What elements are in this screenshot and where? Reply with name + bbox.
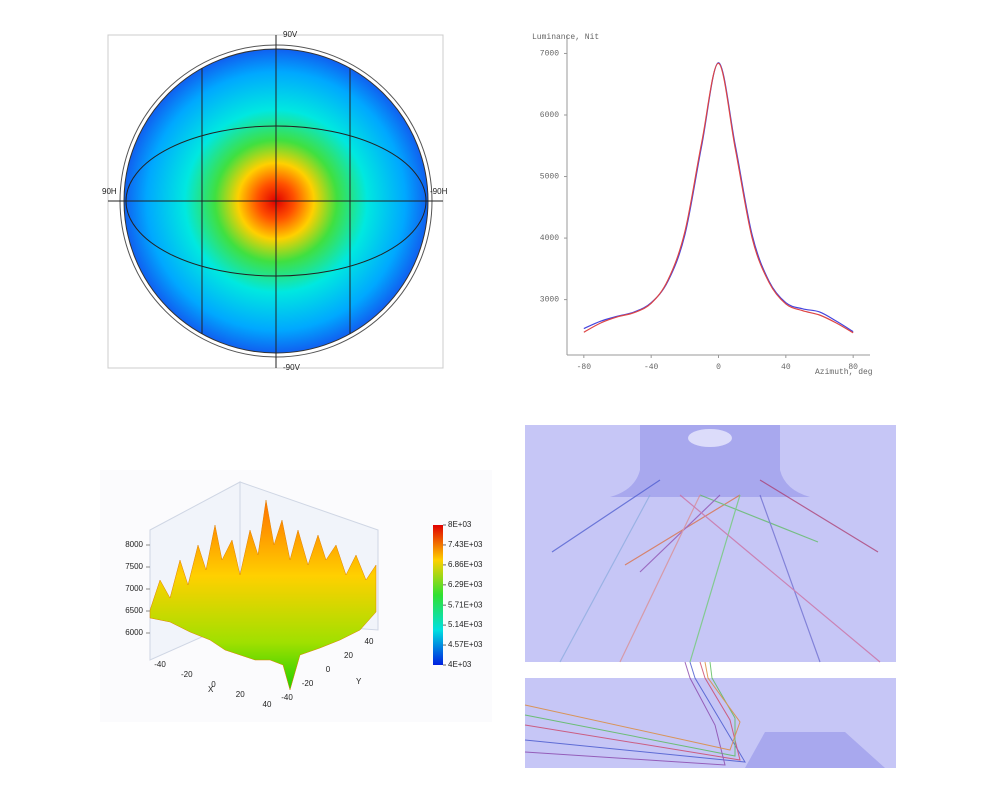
surface-panel: X Y 6000 6500 7000 7500 8000 -40 -20 0 20 40 -40 -2…: [100, 470, 492, 722]
y-axis-title: Y: [356, 677, 362, 686]
lens: [610, 425, 810, 497]
y-tick-label: 40: [365, 637, 374, 646]
x-tick-label: 0: [716, 363, 721, 372]
x-axis-title: Azimuth, deg: [815, 368, 873, 377]
y-tick-label: 6000: [540, 111, 559, 120]
y-tick-label: 7000: [540, 50, 559, 59]
line-series: [583, 62, 854, 334]
y-tick-label: 0: [326, 665, 331, 674]
z-tick-label: 8000: [125, 540, 143, 549]
rays: [551, 479, 881, 663]
z-tick-label: 6500: [125, 606, 143, 615]
polar-panel: 90V -90V 90H -90H: [102, 30, 448, 372]
colorbar-tick-label: 8E+03: [448, 520, 472, 529]
x-tick-label: 20: [236, 690, 245, 699]
x-tick-label: 40: [263, 700, 272, 709]
label: -90V: [283, 363, 301, 372]
grid: [108, 35, 443, 368]
x-tick-label: -40: [644, 363, 659, 372]
ray-trace-panel: [524, 425, 896, 768]
x-axis-title: X: [208, 685, 214, 694]
x-tick-label: 80: [848, 363, 858, 372]
line-panel: Luminance, Nit Azimuth, deg 3000 4000 5000…: [532, 33, 873, 377]
colorbar-tick-label: 6.86E+03: [448, 560, 483, 569]
y-tick-label: 20: [344, 651, 353, 660]
y-tick-label: 3000: [540, 296, 559, 305]
colorbar-tick-label: 6.29E+03: [448, 580, 483, 589]
label: -90H: [430, 187, 448, 196]
colorbar: [433, 525, 443, 665]
x-tick-label: -20: [181, 670, 193, 679]
x-tick-label: -40: [154, 660, 166, 669]
lens-hole: [688, 429, 732, 447]
y-tick-label: 5000: [540, 173, 559, 182]
colorbar-tick-label: 4E+03: [448, 660, 472, 669]
z-tick-label: 7500: [125, 562, 143, 571]
colorbar-tick-label: 5.14E+03: [448, 620, 483, 629]
y-tick-label: 4000: [540, 234, 559, 243]
line-series: [583, 62, 854, 333]
colorbar-tick-label: 4.57E+03: [448, 640, 483, 649]
colorbar-tick-label: 7.43E+03: [448, 540, 483, 549]
y-tick-label: -40: [281, 693, 293, 702]
y-tick-label: -20: [302, 679, 314, 688]
label: 90H: [102, 187, 117, 196]
x-tick-label: -80: [577, 363, 592, 372]
colorbar-tick-label: 5.71E+03: [448, 600, 483, 609]
surface: [149, 499, 377, 691]
prism: [745, 732, 885, 768]
z-tick-label: 6000: [125, 628, 143, 637]
label: 90V: [283, 30, 298, 39]
x-tick-label: 40: [781, 363, 791, 372]
z-tick-label: 7000: [125, 584, 143, 593]
x-tick-label: 0: [211, 680, 216, 689]
rays: [524, 661, 746, 766]
y-axis-title: Luminance, Nit: [532, 33, 599, 42]
